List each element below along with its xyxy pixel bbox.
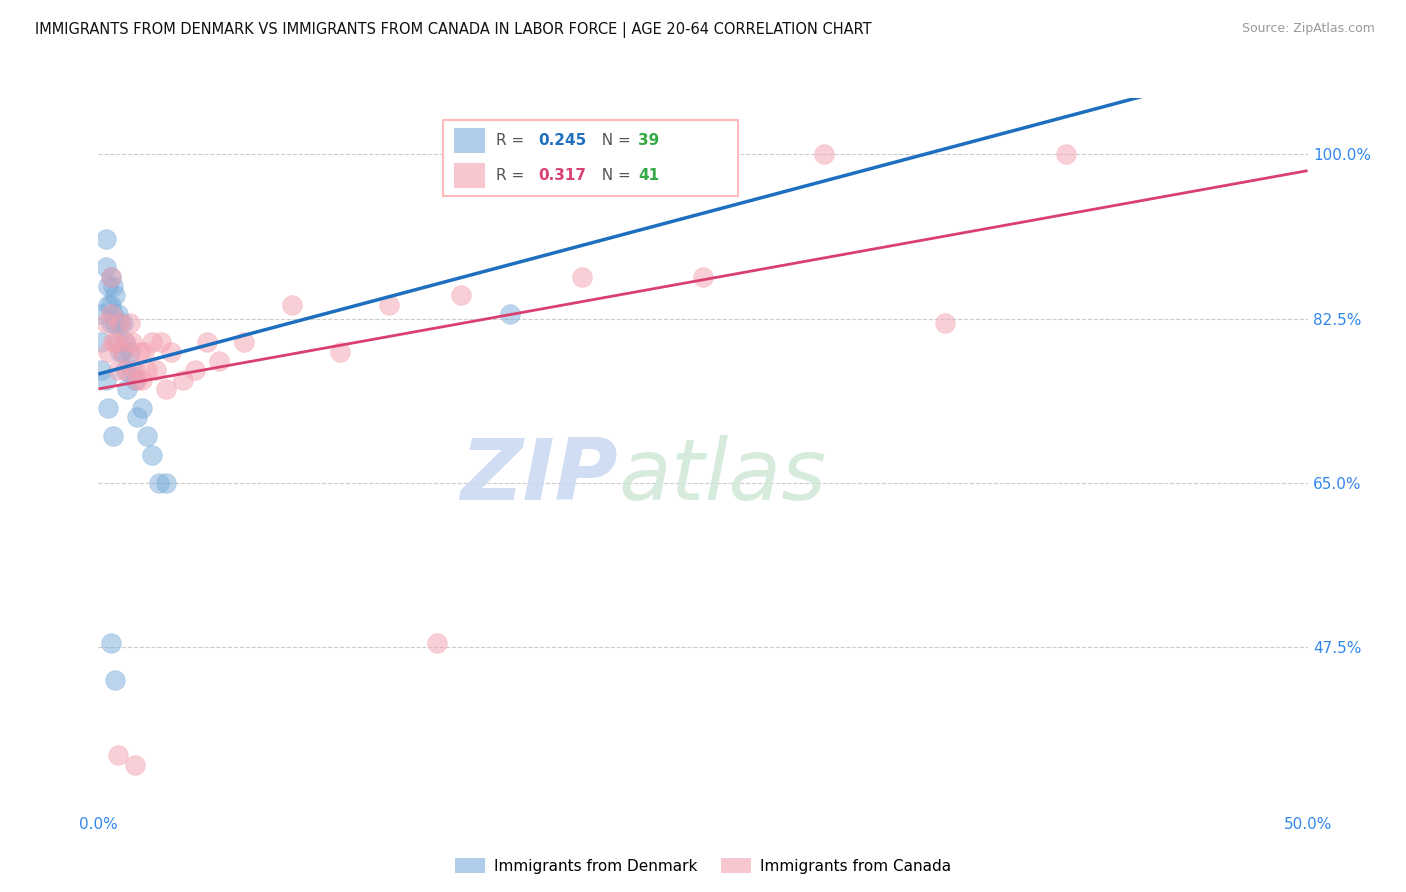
Point bbox=[184, 363, 207, 377]
Point bbox=[94, 232, 117, 246]
Point bbox=[155, 476, 177, 491]
Point bbox=[145, 363, 167, 377]
Point bbox=[100, 298, 122, 312]
Point bbox=[148, 476, 170, 491]
Text: IMMIGRANTS FROM DENMARK VS IMMIGRANTS FROM CANADA IN LABOR FORCE | AGE 20-64 COR: IMMIGRANTS FROM DENMARK VS IMMIGRANTS FR… bbox=[35, 22, 872, 38]
Text: N =: N = bbox=[592, 133, 636, 147]
Point bbox=[131, 373, 153, 387]
Point bbox=[118, 317, 141, 331]
Point bbox=[94, 373, 117, 387]
Point bbox=[90, 363, 112, 377]
Text: 41: 41 bbox=[638, 169, 659, 183]
Point bbox=[934, 317, 956, 331]
Point bbox=[150, 335, 173, 350]
Point bbox=[100, 317, 122, 331]
Point bbox=[101, 429, 124, 443]
Point bbox=[97, 298, 120, 312]
Text: 0.245: 0.245 bbox=[538, 133, 586, 147]
Text: R =: R = bbox=[496, 133, 530, 147]
Point bbox=[141, 448, 163, 462]
Point bbox=[134, 344, 156, 359]
Point bbox=[104, 673, 127, 688]
Point bbox=[97, 344, 120, 359]
Point bbox=[131, 401, 153, 415]
Point bbox=[474, 147, 496, 161]
Point bbox=[160, 344, 183, 359]
Point bbox=[124, 373, 146, 387]
Point bbox=[329, 344, 352, 359]
Point bbox=[100, 269, 122, 284]
Point bbox=[90, 307, 112, 321]
Point bbox=[281, 298, 304, 312]
Point bbox=[100, 307, 122, 321]
Point bbox=[124, 363, 146, 377]
Point bbox=[97, 401, 120, 415]
Point bbox=[813, 147, 835, 161]
Point bbox=[571, 269, 593, 284]
Point bbox=[128, 344, 150, 359]
Point bbox=[111, 344, 134, 359]
Point bbox=[107, 363, 129, 377]
Point bbox=[108, 317, 131, 331]
Point bbox=[107, 335, 129, 350]
Point bbox=[90, 335, 112, 350]
Point bbox=[155, 382, 177, 396]
Point bbox=[108, 317, 131, 331]
Text: ZIP: ZIP bbox=[461, 434, 619, 518]
Point bbox=[108, 344, 131, 359]
Text: 0.317: 0.317 bbox=[538, 169, 586, 183]
Point bbox=[124, 757, 146, 772]
Point bbox=[135, 363, 157, 377]
Point bbox=[107, 748, 129, 763]
Point bbox=[101, 307, 124, 321]
Point bbox=[377, 298, 399, 312]
Point bbox=[127, 410, 149, 425]
Text: N =: N = bbox=[592, 169, 636, 183]
Text: R =: R = bbox=[496, 169, 530, 183]
Point bbox=[104, 317, 127, 331]
Point bbox=[97, 279, 120, 293]
Point bbox=[107, 307, 129, 321]
Point bbox=[135, 429, 157, 443]
Point bbox=[426, 636, 449, 650]
Point bbox=[117, 363, 139, 377]
Point bbox=[114, 335, 136, 350]
Point bbox=[692, 269, 714, 284]
Point bbox=[114, 335, 136, 350]
Point bbox=[121, 363, 143, 377]
Point bbox=[101, 279, 124, 293]
Point bbox=[232, 335, 254, 350]
Point bbox=[111, 317, 134, 331]
Point bbox=[208, 354, 231, 368]
Legend: Immigrants from Denmark, Immigrants from Canada: Immigrants from Denmark, Immigrants from… bbox=[449, 852, 957, 880]
Point bbox=[498, 307, 520, 321]
Text: Source: ZipAtlas.com: Source: ZipAtlas.com bbox=[1241, 22, 1375, 36]
Point bbox=[195, 335, 218, 350]
Point bbox=[1054, 147, 1077, 161]
Text: atlas: atlas bbox=[619, 434, 827, 518]
Point bbox=[101, 335, 124, 350]
Point bbox=[127, 373, 149, 387]
Point bbox=[100, 269, 122, 284]
Point bbox=[450, 288, 472, 302]
Point bbox=[118, 344, 141, 359]
Point bbox=[121, 335, 143, 350]
Point bbox=[94, 317, 117, 331]
Point bbox=[94, 260, 117, 274]
Point bbox=[141, 335, 163, 350]
Point bbox=[117, 382, 139, 396]
Point bbox=[111, 344, 134, 359]
Point bbox=[114, 363, 136, 377]
Point bbox=[104, 335, 127, 350]
Point bbox=[104, 288, 127, 302]
Point bbox=[172, 373, 194, 387]
Point bbox=[100, 636, 122, 650]
Text: 39: 39 bbox=[638, 133, 659, 147]
